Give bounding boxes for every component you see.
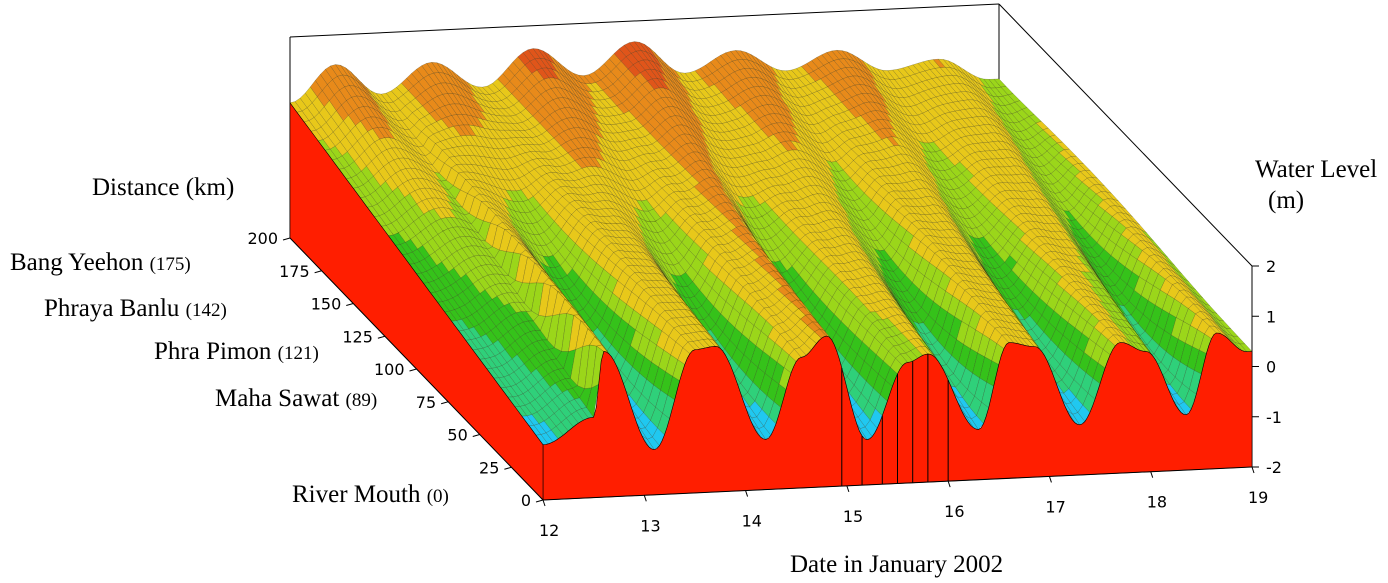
y-axis-label: Distance (km) — [92, 174, 234, 201]
x-tick-mark — [542, 499, 546, 507]
station-label: River Mouth (0) — [292, 481, 449, 508]
front-face — [289, 101, 1253, 501]
station-code: (0) — [427, 486, 449, 507]
y-tick-mark — [346, 303, 354, 306]
y-tick-mark — [314, 270, 322, 274]
station-labels: Bang Yeehon (175) Phraya Banlu (142) Phra … — [10, 249, 449, 508]
x-tick-mark — [643, 495, 647, 502]
y-tick-mark — [535, 499, 544, 503]
x-tick-mark — [1251, 466, 1255, 474]
y-tick-label: 150 — [311, 295, 342, 314]
z-tick-label: -2 — [1266, 458, 1282, 477]
station-name: Phraya Banlu — [44, 295, 186, 322]
station-code: (89) — [346, 390, 378, 411]
y-tick-mark — [440, 401, 449, 405]
station-label: Phraya Banlu (142) — [44, 295, 227, 322]
station-name: River Mouth — [292, 481, 427, 508]
x-tick-label: 19 — [1248, 488, 1268, 507]
y-tick-label: 200 — [247, 229, 278, 248]
y-tick-mark — [409, 368, 417, 372]
z-axis-label-line2: (m) — [1268, 187, 1304, 214]
station-label: Bang Yeehon (175) — [10, 249, 191, 276]
x-tick-label: 12 — [539, 521, 559, 540]
x-tick-label: 15 — [843, 507, 863, 526]
x-tick-label: 18 — [1147, 493, 1167, 512]
station-name: Phra Pimon — [154, 338, 278, 365]
x-axis-label: Date in January 2002 — [790, 551, 1003, 578]
y-tick-label: 25 — [479, 458, 499, 477]
x-tick-mark — [947, 480, 951, 488]
station-label: Phra Pimon (121) — [154, 338, 319, 365]
y-tick-label: 125 — [342, 327, 373, 346]
station-label: Maha Sawat (89) — [215, 385, 377, 412]
z-tick-label: 1 — [1266, 307, 1276, 326]
y-tick-mark — [282, 237, 291, 241]
z-tick-label: 2 — [1266, 257, 1276, 276]
station-name: Maha Sawat — [215, 385, 346, 412]
y-tick-mark — [472, 434, 480, 437]
z-tick-label: 0 — [1266, 358, 1276, 377]
z-tick-label: -1 — [1266, 408, 1282, 427]
station-code: (121) — [278, 343, 319, 364]
x-tick-label: 16 — [944, 502, 964, 521]
y-tick-label: 100 — [374, 360, 405, 379]
y-tick-mark — [504, 466, 512, 470]
x-tick-mark — [846, 485, 850, 493]
x-tick-label: 14 — [742, 512, 762, 531]
x-tick-label: 13 — [640, 516, 660, 535]
x-tick-mark — [745, 490, 749, 497]
y-tick-mark — [377, 335, 386, 339]
y-tick-label: 75 — [416, 393, 436, 412]
x-tick-label: 17 — [1045, 497, 1065, 516]
station-code: (142) — [186, 300, 227, 321]
y-tick-label: 0 — [521, 491, 531, 510]
z-axis-ticks: -2 -1 0 1 2 — [1252, 257, 1282, 477]
z-axis-label-line1: Water Level — [1255, 156, 1377, 183]
y-tick-label: 175 — [279, 262, 310, 281]
x-axis-ticks: 12 13 14 15 16 17 18 19 — [539, 466, 1268, 540]
x-tick-mark — [1048, 476, 1052, 483]
y-tick-label: 50 — [447, 426, 467, 445]
x-tick-mark — [1150, 471, 1154, 478]
station-code: (175) — [150, 254, 191, 275]
station-name: Bang Yeehon — [10, 249, 150, 276]
